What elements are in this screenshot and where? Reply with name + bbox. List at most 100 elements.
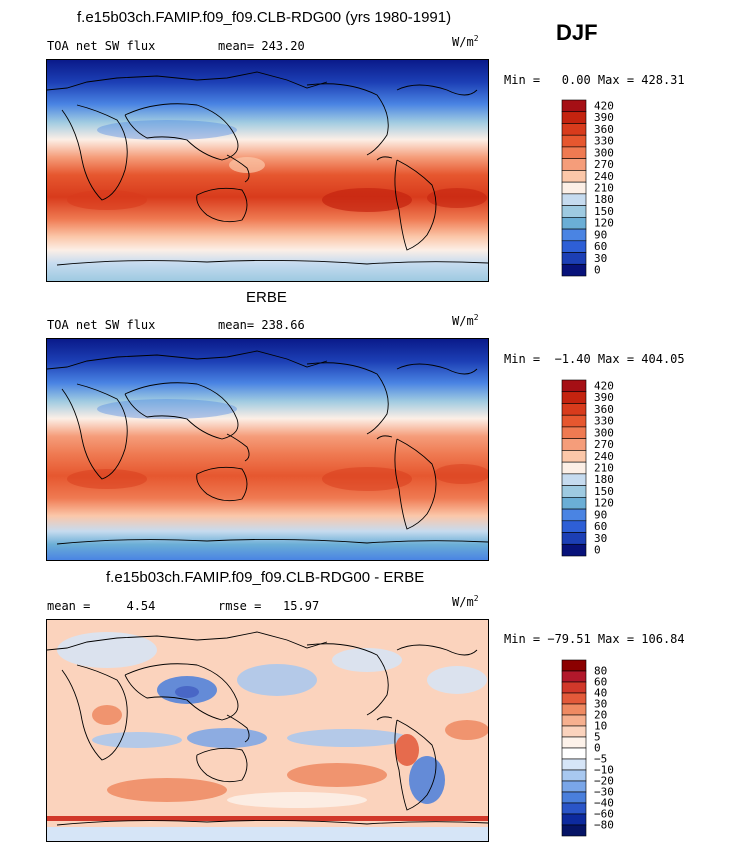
panel-3-stat-value: 15.97 — [283, 599, 320, 613]
panel-3-map — [46, 619, 489, 842]
panel-2-minmax: Min = −1.40 Max = 404.05 — [504, 352, 685, 366]
panel-1-stat-value: 243.20 — [261, 39, 305, 53]
colorbar-3-box-14 — [561, 813, 587, 826]
colorbar-3-box-7 — [561, 736, 587, 749]
panel-3-minmax: Min = −79.51 Max = 106.84 — [504, 632, 685, 646]
colorbar-2-box-6 — [561, 450, 587, 463]
colorbar-3-box-5 — [561, 714, 587, 727]
panel-3-stat-label: rmse = — [218, 599, 262, 613]
colorbar-1-box-10 — [561, 217, 587, 230]
panel-2-units-text: W/m — [452, 314, 474, 328]
colorbar-2-box-9 — [561, 485, 587, 498]
colorbar-1-box-0 — [561, 99, 587, 113]
colorbar-2-box-5 — [561, 438, 587, 451]
colorbar-3-label-11: −30 — [594, 786, 614, 799]
colorbar-1-label-11: 90 — [594, 228, 607, 241]
colorbar-1-label-1: 390 — [594, 111, 614, 124]
colorbar-3-box-4 — [561, 703, 587, 716]
colorbar-2-box-11 — [561, 508, 587, 522]
colorbar-1-label-12: 60 — [594, 240, 607, 253]
colorbar-2-label-1: 390 — [594, 391, 614, 404]
panel-3-mean: mean = 4.54 — [47, 599, 156, 613]
colorbar-1-box-4 — [561, 146, 587, 159]
colorbar-2-label-11: 90 — [594, 508, 607, 521]
colorbar-2-box-7 — [561, 461, 587, 475]
colorbar-3-label-5: 10 — [594, 720, 607, 733]
colorbar-1-label-5: 270 — [594, 158, 614, 171]
panel-1-units-text: W/m — [452, 35, 474, 49]
colorbar-2-box-4 — [561, 426, 587, 439]
colorbar-1-box-9 — [561, 205, 587, 218]
colorbar-1-box-13 — [561, 252, 587, 265]
panel-2-stat-label: mean= — [218, 318, 255, 332]
colorbar-1-label-2: 360 — [594, 123, 614, 136]
colorbar-2-label-12: 60 — [594, 520, 607, 533]
panel-1-title: f.e15b03ch.FAMIP.f09_f09.CLB-RDG00 (yrs … — [77, 9, 452, 26]
colorbar-1-label-6: 240 — [594, 170, 614, 183]
panel-1-stat-label: mean= — [218, 39, 255, 53]
panel-2-map — [46, 338, 489, 561]
colorbar-3-box-1 — [561, 670, 587, 683]
colorbar-1-label-8: 180 — [594, 193, 614, 206]
colorbar-1-label-10: 120 — [594, 217, 614, 230]
colorbar-2-label-3: 330 — [594, 415, 614, 428]
colorbar-2-box-2 — [561, 403, 587, 416]
colorbar-2-label-6: 240 — [594, 450, 614, 463]
panel-1-units: W/m2 — [452, 34, 479, 49]
panel-1-minmax: Min = 0.00 Max = 428.31 — [504, 73, 685, 87]
panel-1-variable-label: TOA net SW flux — [47, 39, 156, 53]
colorbar-2-label-9: 150 — [594, 485, 614, 498]
colorbar-2-box-13 — [561, 532, 587, 545]
colorbar-3-box-10 — [561, 769, 587, 782]
colorbar-2-box-12 — [561, 520, 587, 533]
panel-1-stat: mean= 243.20 — [218, 39, 305, 53]
panel-1-colorbar: 420 390 360 330 300 270 240 210 180 150 120 90 60 30 0 — [561, 99, 622, 277]
colorbar-1-label-3: 330 — [594, 135, 614, 148]
colorbar-3-label-2: 40 — [594, 687, 607, 700]
panel-3-map-svg — [47, 620, 488, 841]
colorbar-1-label-4: 300 — [594, 146, 614, 159]
colorbar-1-box-11 — [561, 228, 587, 242]
colorbar-3-label-6: 5 — [594, 731, 601, 744]
panel-2-colorbar: 420 390 360 330 300 270 240 210 180 150 120 90 60 30 0 — [561, 379, 622, 557]
panel-1-units-sup: 2 — [473, 34, 479, 43]
colorbar-3-label-0: 80 — [594, 665, 607, 678]
colorbar-3-label-1: 60 — [594, 676, 607, 689]
colorbar-2-box-1 — [561, 391, 587, 404]
colorbar-1-box-1 — [561, 111, 587, 124]
colorbar-2-label-4: 300 — [594, 426, 614, 439]
colorbar-1-box-6 — [561, 170, 587, 183]
colorbar-3-box-13 — [561, 802, 587, 815]
colorbar-3-label-9: −10 — [594, 764, 614, 777]
panel-3-stat: rmse = 15.97 — [218, 599, 319, 613]
colorbar-3-box-15 — [561, 824, 587, 837]
colorbar-3-label-10: −20 — [594, 775, 614, 788]
panel-3-colorbar: 80 60 40 30 20 10 5 0 −5 −10 −20 −30 −40 −60 −80 — [561, 659, 622, 837]
colorbar-3-box-11 — [561, 780, 587, 793]
colorbar-1-box-14 — [561, 263, 587, 277]
colorbar-3-box-8 — [561, 747, 587, 760]
panel-2-units: W/m2 — [452, 313, 479, 328]
colorbar-1-box-2 — [561, 123, 587, 136]
colorbar-2-box-8 — [561, 473, 587, 486]
colorbar-1-box-8 — [561, 193, 587, 206]
colorbar-3-label-7: 0 — [594, 742, 601, 755]
colorbar-2-label-14: 0 — [594, 544, 601, 557]
colorbar-3-label-14: −80 — [594, 819, 614, 832]
season-label: DJF — [556, 20, 598, 45]
colorbar-1-label-7: 210 — [594, 182, 614, 195]
colorbar-1-label-14: 0 — [594, 264, 601, 277]
panel-2-units-sup: 2 — [473, 313, 479, 322]
colorbar-2-label-2: 360 — [594, 403, 614, 416]
colorbar-2-box-0 — [561, 379, 587, 393]
colorbar-3-label-4: 20 — [594, 709, 607, 722]
colorbar-1-box-3 — [561, 134, 587, 148]
colorbar-2-label-0: 420 — [594, 379, 614, 392]
colorbar-1-label-9: 150 — [594, 205, 614, 218]
panel-1-map — [46, 59, 489, 282]
panel-2-stat: mean= 238.66 — [218, 318, 305, 332]
panel-2-stat-value: 238.66 — [261, 318, 305, 332]
